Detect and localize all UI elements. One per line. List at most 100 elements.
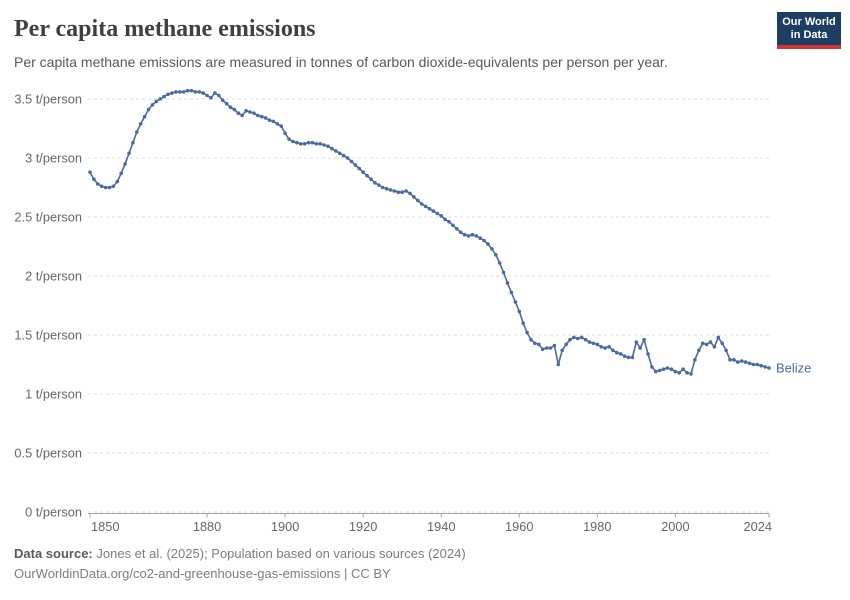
data-point [255, 113, 260, 118]
owid-logo[interactable]: Our World in Data [777, 12, 841, 49]
data-point [513, 300, 518, 304]
data-point [724, 348, 728, 353]
data-point [486, 242, 490, 246]
data-point [384, 186, 389, 191]
data-point [560, 348, 564, 353]
data-point [197, 90, 202, 94]
data-point [88, 170, 92, 174]
data-point [657, 368, 662, 373]
data-point [220, 98, 225, 102]
y-axis-label: 0 t/person [25, 505, 82, 520]
x-axis-label: 1920 [349, 519, 377, 534]
chart-footer: Data source: Jones et al. (2025); Popula… [14, 544, 466, 583]
data-point [704, 342, 709, 347]
data-point [650, 365, 654, 369]
data-point [377, 183, 381, 187]
data-point [369, 177, 373, 181]
data-point [341, 153, 346, 158]
data-point [521, 321, 525, 326]
data-point [150, 103, 155, 107]
data-point [123, 162, 127, 166]
data-point [482, 238, 486, 243]
data-point [181, 90, 186, 94]
data-point [302, 142, 307, 146]
data-point [697, 348, 701, 353]
data-point [178, 90, 182, 94]
data-point [326, 144, 330, 148]
data-point [357, 166, 362, 171]
data-source-text: Jones et al. (2025); Population based on… [96, 546, 466, 561]
data-point [552, 343, 557, 348]
data-point [291, 139, 295, 144]
data-point [607, 345, 611, 349]
data-point [458, 230, 463, 235]
data-point [548, 346, 553, 350]
data-point [583, 337, 588, 342]
data-point [669, 367, 674, 372]
data-point [681, 367, 685, 372]
data-point [115, 179, 120, 184]
y-axis-label: 0.5 t/person [14, 446, 82, 461]
data-point [661, 367, 666, 372]
data-point [478, 236, 483, 240]
data-point [509, 290, 514, 295]
license-label[interactable]: CC BY [350, 565, 391, 581]
data-point [400, 190, 405, 194]
data-point [146, 107, 151, 112]
data-point [416, 198, 420, 203]
data-point [345, 156, 350, 160]
data-point [337, 151, 342, 156]
owid-logo-line2: in Data [790, 29, 828, 41]
data-point [404, 189, 408, 193]
data-point [693, 358, 697, 362]
data-point [677, 371, 681, 375]
data-point [642, 337, 646, 342]
data-point [252, 111, 256, 115]
data-point [423, 204, 428, 209]
data-point [318, 142, 323, 146]
data-point [743, 360, 748, 364]
data-point [544, 346, 549, 350]
data-point [111, 184, 116, 189]
data-point [747, 361, 752, 366]
data-point [587, 340, 592, 344]
data-point [529, 337, 533, 342]
data-point [751, 362, 756, 367]
data-point [455, 227, 459, 231]
data-point [380, 185, 385, 190]
data-point [732, 358, 736, 362]
x-axis-label: 1880 [193, 519, 221, 534]
data-point [103, 185, 108, 190]
data-point [349, 159, 354, 164]
data-point [92, 177, 96, 181]
data-point [490, 247, 494, 251]
data-point [611, 348, 615, 353]
data-point [759, 363, 763, 368]
data-point [232, 107, 237, 112]
data-point [279, 124, 284, 128]
data-point [618, 352, 623, 356]
x-axis-label: 1850 [91, 519, 119, 534]
data-point [96, 182, 100, 186]
data-point [162, 94, 166, 99]
data-point [439, 214, 444, 218]
data-point [361, 170, 366, 174]
data-point [568, 337, 572, 342]
data-point [185, 88, 190, 93]
source-url-link[interactable]: OurWorldinData.org/co2-and-greenhouse-ga… [14, 565, 341, 581]
data-point [166, 92, 170, 97]
y-axis-label: 1 t/person [25, 387, 82, 402]
data-point [408, 191, 412, 196]
data-point [708, 340, 713, 344]
data-point [720, 341, 724, 346]
data-point [244, 109, 248, 113]
data-point [497, 261, 502, 265]
data-point [99, 184, 104, 189]
data-point [334, 149, 338, 153]
belize-line[interactable] [89, 89, 770, 375]
data-point [142, 114, 147, 119]
series-end-label[interactable]: Belize [776, 361, 811, 376]
data-point [615, 350, 619, 355]
